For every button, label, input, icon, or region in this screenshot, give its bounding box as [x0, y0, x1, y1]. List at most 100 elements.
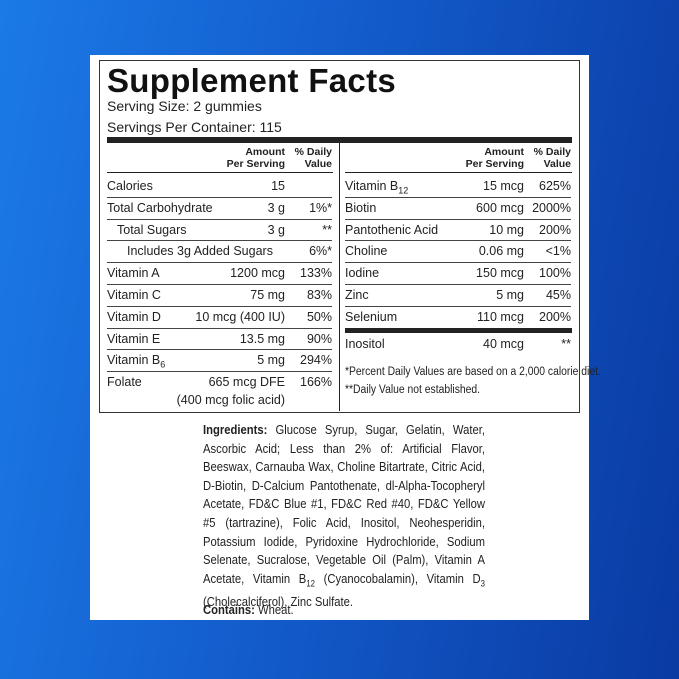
- nutrient-row: Vitamin E 13.5 mg 90%: [107, 329, 332, 351]
- daily-value: 100%: [539, 266, 571, 281]
- nutrient-name: Choline: [345, 244, 387, 258]
- name: Selenium: [345, 309, 398, 324]
- name: Includes 3g Added Sugars: [127, 244, 273, 259]
- name: Iodine: [345, 266, 380, 281]
- amount: 75 mg: [250, 288, 285, 302]
- heading-line: % Daily: [294, 146, 332, 158]
- daily-value: 1%*: [309, 200, 332, 215]
- amount: 5 mg: [257, 353, 285, 368]
- amount: 110 mcg: [476, 309, 524, 324]
- amount: 1200 mcg: [230, 266, 285, 281]
- name: Total Sugars: [117, 222, 187, 237]
- name: Vitamin A: [107, 266, 160, 281]
- column-heading: % Daily Value: [534, 146, 571, 170]
- daily-value: 133%: [300, 266, 332, 281]
- daily-value: **: [561, 336, 571, 351]
- thick-rule: [107, 137, 572, 143]
- daily-value: 200%: [539, 222, 571, 237]
- daily-value: 2000%: [532, 200, 571, 215]
- name: Vitamin B: [345, 179, 399, 193]
- nutrient-row: Vitamin A 1200 mcg 133%: [107, 263, 332, 285]
- amount: 15 mcg: [483, 179, 524, 193]
- rule: [107, 172, 333, 173]
- daily-value: <1%: [545, 244, 571, 259]
- ingredients-label: Ingredients:: [203, 422, 268, 437]
- daily-value: 90%: [306, 331, 332, 346]
- nutrient-name: Zinc: [345, 288, 369, 302]
- heading-line: Value: [304, 158, 332, 170]
- nutrient-name: Vitamin B6: [107, 353, 165, 370]
- heading-line: Value: [543, 158, 571, 170]
- amount: 0.06 mg: [478, 244, 524, 259]
- serving-size: Serving Size: 2 gummies: [107, 98, 262, 114]
- heading-line: Amount: [484, 146, 524, 158]
- title: Supplement Facts: [107, 62, 397, 99]
- nutrient-name: Inositol: [345, 337, 385, 351]
- nutrient-row: Folate 665 mcg DFE 166% (400 mcg folic acid…: [107, 372, 332, 412]
- daily-value: 83%: [306, 288, 332, 302]
- nutrient-row: Zinc 5 mg 45%: [345, 285, 571, 307]
- nutrient-name: Vitamin C: [107, 288, 161, 302]
- heading-line: % Daily: [533, 146, 571, 158]
- daily-value: 45%: [545, 288, 571, 302]
- nutrient-row: Selenium 110 mcg 200%: [345, 307, 571, 329]
- nutrient-row: Inositol 40 mcg **: [345, 334, 571, 356]
- nutrient-row: Vitamin B6 5 mg 294%: [107, 350, 332, 373]
- daily-value: 294%: [300, 353, 332, 368]
- name: Total Carbohydrate: [107, 200, 213, 215]
- amount: 3 g: [267, 200, 285, 215]
- amount: 10 mg: [489, 222, 524, 237]
- heading-line: Per Serving: [226, 158, 285, 170]
- column-heading: % Daily Value: [295, 146, 332, 170]
- nutrient-row: Iodine 150 mcg 100%: [345, 263, 571, 285]
- nutrient-name: Iodine: [345, 266, 379, 280]
- subscript: 6: [160, 359, 166, 370]
- ingredients-text: (Cyanocobalamin), Vitamin D: [314, 570, 481, 586]
- nutrient-name: Includes 3g Added Sugars: [127, 244, 273, 258]
- ingredients-text: (Cholecalciferol), Zinc Sulfate.: [203, 593, 353, 609]
- name: Inositol: [345, 336, 385, 351]
- nutrient-row: Vitamin C 75 mg 83%: [107, 285, 332, 307]
- daily-value: 200%: [539, 309, 571, 324]
- contains-text: Wheat.: [254, 602, 294, 617]
- footnote: **Daily Value not established.: [345, 384, 481, 396]
- column-divider: [339, 143, 340, 411]
- contains: Contains: Wheat.: [203, 602, 294, 617]
- name: Choline: [345, 244, 388, 259]
- amount: 5 mg: [496, 288, 524, 302]
- daily-value: 50%: [306, 309, 332, 324]
- nutrient-name: Selenium: [345, 310, 397, 324]
- nutrient-name: Folate: [107, 375, 142, 389]
- amount: 10 mcg (400 IU): [195, 309, 285, 324]
- daily-value: 6%*: [309, 244, 332, 259]
- nutrient-name: Total Sugars: [117, 223, 186, 237]
- heading-line: Per Serving: [465, 158, 524, 170]
- nutrient-name: Vitamin A: [107, 266, 160, 280]
- thick-rule: [345, 327, 572, 333]
- nutrient-name: Total Carbohydrate: [107, 201, 213, 215]
- contains-label: Contains:: [203, 602, 255, 617]
- column-heading: Amount Per Serving: [466, 146, 524, 170]
- subscript: 12: [398, 185, 409, 196]
- nutrient-row: Vitamin D 10 mcg (400 IU) 50%: [107, 307, 332, 329]
- ingredients: Ingredients: Glucose Syrup, Sugar, Gelat…: [203, 421, 485, 612]
- name: Vitamin D: [107, 309, 161, 324]
- amount: 150 mcg: [476, 266, 524, 281]
- nutrient-name: Vitamin B12: [345, 179, 408, 196]
- subscript: 3: [480, 578, 485, 589]
- subscript: 12: [306, 578, 315, 589]
- amount: 40 mcg: [483, 336, 524, 351]
- nutrient-row: Choline 0.06 mg <1%: [345, 241, 571, 264]
- footnote: *Percent Daily Values are based on a 2,0…: [345, 366, 601, 378]
- name: Vitamin E: [107, 331, 161, 346]
- nutrient-row: Biotin 600 mcg 2000%: [345, 198, 571, 220]
- ingredients-text: Glucose Syrup, Sugar, Gelatin, Water, As…: [203, 422, 485, 586]
- nutrient-row: Pantothenic Acid 10 mg 200%: [345, 220, 571, 242]
- name: Vitamin C: [107, 288, 161, 302]
- nutrient-name: Calories: [107, 179, 153, 193]
- nutrient-name: Pantothenic Acid: [345, 223, 438, 237]
- daily-value: 625%: [539, 179, 571, 193]
- nutrient-name: Biotin: [345, 201, 376, 215]
- name: Pantothenic Acid: [345, 222, 439, 237]
